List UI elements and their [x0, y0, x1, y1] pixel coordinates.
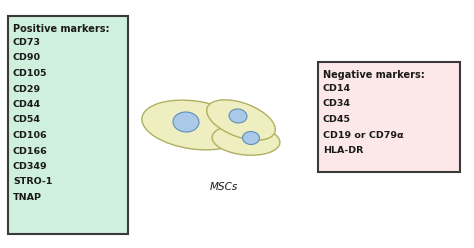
Text: STRO-1: STRO-1 [13, 178, 52, 186]
Text: CD73: CD73 [13, 38, 41, 47]
Text: CD14: CD14 [323, 84, 351, 93]
Text: CD166: CD166 [13, 147, 48, 155]
Ellipse shape [142, 100, 246, 150]
Text: CD90: CD90 [13, 54, 41, 62]
Text: CD19 or CD79α: CD19 or CD79α [323, 130, 404, 139]
Text: CD54: CD54 [13, 116, 41, 124]
FancyBboxPatch shape [8, 16, 128, 234]
FancyBboxPatch shape [318, 62, 460, 172]
Ellipse shape [207, 100, 275, 140]
Text: Negative markers:: Negative markers: [323, 70, 425, 80]
Ellipse shape [229, 109, 247, 123]
Text: CD106: CD106 [13, 131, 47, 140]
Text: CD349: CD349 [13, 162, 47, 171]
Text: CD44: CD44 [13, 100, 41, 109]
Text: MSCs: MSCs [210, 182, 238, 192]
Ellipse shape [212, 125, 280, 155]
Text: CD29: CD29 [13, 85, 41, 93]
Text: CD45: CD45 [323, 115, 351, 124]
Text: Positive markers:: Positive markers: [13, 24, 109, 34]
Text: HLA-DR: HLA-DR [323, 146, 364, 155]
Ellipse shape [243, 131, 259, 145]
Text: CD105: CD105 [13, 69, 47, 78]
Text: TNAP: TNAP [13, 193, 42, 202]
Ellipse shape [173, 112, 199, 132]
Text: CD34: CD34 [323, 99, 351, 109]
